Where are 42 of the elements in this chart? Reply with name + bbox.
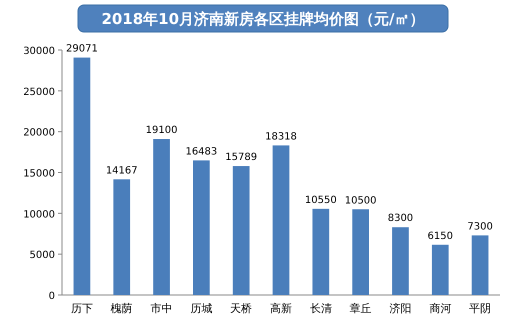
data-label: 16483 [185, 146, 218, 158]
x-tick-label: 长清 [310, 302, 332, 315]
x-tick-label: 槐荫 [110, 302, 133, 315]
data-label: 8300 [388, 213, 414, 224]
bar [193, 160, 210, 295]
y-tick-label: 25000 [23, 86, 55, 98]
data-label: 15789 [225, 152, 258, 164]
x-tick-label: 高新 [270, 302, 292, 315]
data-label: 18318 [265, 131, 297, 142]
x-tick-label: 章丘 [350, 302, 372, 315]
data-label: 29071 [66, 44, 98, 55]
data-label: 7300 [467, 221, 493, 232]
y-tick-label: 15000 [23, 168, 55, 180]
data-label: 10550 [304, 194, 337, 206]
bar [312, 208, 330, 295]
y-tick-label: 30000 [23, 46, 55, 57]
y-tick-label: 20000 [23, 128, 55, 139]
title: 2018年10月济南新房各区挂牌均价图（元/㎡） [78, 4, 448, 32]
bar [74, 58, 90, 295]
data-label: 14167 [106, 165, 138, 176]
x-tick-label: 市中 [150, 302, 173, 315]
y-tick-label: 10000 [23, 209, 55, 220]
x-tick-label: 济阳 [389, 302, 412, 315]
x-tick-label: 历下 [70, 302, 93, 315]
bar [113, 179, 130, 295]
y-tick-label: 0 [48, 291, 55, 302]
data-label: 6150 [428, 230, 453, 242]
bar [352, 209, 369, 295]
data-label: 19100 [146, 125, 178, 136]
bar [392, 227, 409, 295]
bar [153, 139, 170, 295]
x-tick-label: 历城 [190, 302, 212, 315]
y-tick-label: 5000 [30, 250, 55, 262]
bar [232, 166, 250, 295]
bar [432, 244, 449, 295]
bar [272, 145, 290, 295]
x-tick-label: 平阴 [469, 302, 492, 315]
chart-title: 2018年10月济南新房各区挂牌均价图（元/㎡） [101, 10, 425, 28]
x-tick-label: 商河 [429, 302, 452, 315]
x-tick-label: 天桥 [230, 302, 252, 315]
bar [472, 235, 488, 295]
data-label: 10500 [344, 195, 377, 206]
